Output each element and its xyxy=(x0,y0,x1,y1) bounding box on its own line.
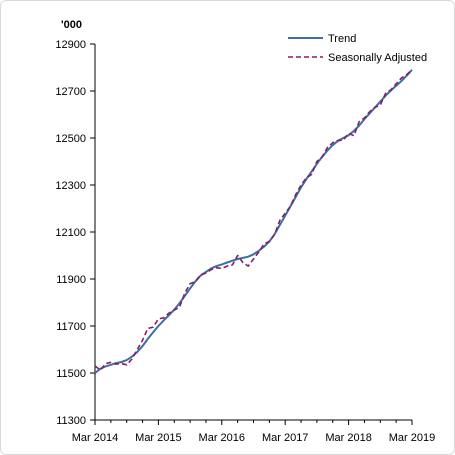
y-tick-labels: 11300 11500 11700 11900 12100 12300 12500 12700… xyxy=(55,39,86,427)
x-tick-label: Mar 2014 xyxy=(72,432,118,444)
x-tick-labels: Mar 2014 Mar 2015 Mar 2016 Mar 2017 Mar 2018… xyxy=(72,432,435,444)
x-tick-label: Mar 2016 xyxy=(199,432,245,444)
y-tick-label: 12300 xyxy=(55,180,86,192)
series-line-seasonally-adjusted xyxy=(94,69,413,372)
y-tick-label: 11500 xyxy=(56,368,86,380)
y-tick-label: 11700 xyxy=(56,321,86,333)
x-tick-label: Mar 2018 xyxy=(325,432,371,444)
legend-label: Seasonally Adjusted xyxy=(328,52,427,64)
y-tick-label: 12700 xyxy=(55,86,86,98)
y-unit-label: '000 xyxy=(61,19,82,31)
series-lines xyxy=(94,69,413,374)
y-tick-label: 12900 xyxy=(55,39,86,51)
axes xyxy=(90,43,413,425)
y-tick-label: 12100 xyxy=(55,227,86,239)
legend-label: Trend xyxy=(328,33,356,45)
legend: Trend Seasonally Adjusted xyxy=(288,33,427,64)
x-tick-label: Mar 2019 xyxy=(389,432,435,444)
y-tick-label: 11900 xyxy=(56,274,86,286)
series-line-trend xyxy=(94,69,413,374)
y-tick-label: 12500 xyxy=(55,133,86,145)
y-tick-label: 11300 xyxy=(56,415,86,427)
x-tick-label: Mar 2017 xyxy=(262,432,308,444)
x-tick-label: Mar 2015 xyxy=(135,432,181,444)
